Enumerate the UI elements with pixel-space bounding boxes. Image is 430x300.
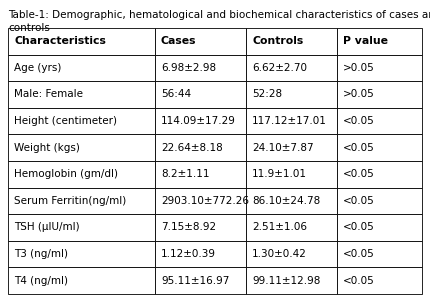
Text: Controls: Controls — [252, 36, 303, 46]
Text: Male: Female: Male: Female — [14, 89, 83, 100]
Text: <0.05: <0.05 — [343, 276, 375, 286]
Text: Age (yrs): Age (yrs) — [14, 63, 61, 73]
Bar — [337, 28, 422, 55]
Bar — [8, 108, 155, 134]
Text: 6.98±2.98: 6.98±2.98 — [161, 63, 216, 73]
Bar — [155, 161, 246, 188]
Text: 99.11±12.98: 99.11±12.98 — [252, 276, 320, 286]
Text: <0.05: <0.05 — [343, 249, 375, 259]
Bar — [8, 161, 155, 188]
Text: P value: P value — [343, 36, 388, 46]
Bar — [246, 55, 337, 81]
Text: <0.05: <0.05 — [343, 196, 375, 206]
Text: Serum Ferritin(ng/ml): Serum Ferritin(ng/ml) — [14, 196, 126, 206]
Text: >0.05: >0.05 — [343, 89, 375, 100]
Text: <0.05: <0.05 — [343, 116, 375, 126]
Text: 114.09±17.29: 114.09±17.29 — [161, 116, 236, 126]
Text: >0.05: >0.05 — [343, 63, 375, 73]
Bar — [155, 188, 246, 214]
Bar — [337, 55, 422, 81]
Bar — [337, 241, 422, 267]
Text: <0.05: <0.05 — [343, 223, 375, 232]
Text: 56:44: 56:44 — [161, 89, 191, 100]
Bar — [155, 108, 246, 134]
Bar — [155, 28, 246, 55]
Text: 11.9±1.01: 11.9±1.01 — [252, 169, 307, 179]
Text: Hemoglobin (gm/dl): Hemoglobin (gm/dl) — [14, 169, 118, 179]
Bar — [8, 188, 155, 214]
Text: Cases: Cases — [161, 36, 197, 46]
Bar — [337, 267, 422, 294]
Bar — [246, 267, 337, 294]
Text: 52:28: 52:28 — [252, 89, 282, 100]
Bar — [246, 214, 337, 241]
Text: 1.30±0.42: 1.30±0.42 — [252, 249, 307, 259]
Bar — [155, 267, 246, 294]
Text: Weight (kgs): Weight (kgs) — [14, 143, 80, 153]
Text: 95.11±16.97: 95.11±16.97 — [161, 276, 229, 286]
Bar — [337, 161, 422, 188]
Bar — [8, 267, 155, 294]
Text: 1.12±0.39: 1.12±0.39 — [161, 249, 216, 259]
Text: T3 (ng/ml): T3 (ng/ml) — [14, 249, 68, 259]
Bar — [337, 134, 422, 161]
Text: TSH (μIU/ml): TSH (μIU/ml) — [14, 223, 80, 232]
Text: Characteristics: Characteristics — [14, 36, 106, 46]
Bar — [337, 188, 422, 214]
Bar — [155, 134, 246, 161]
Text: 86.10±24.78: 86.10±24.78 — [252, 196, 320, 206]
Bar — [8, 55, 155, 81]
Bar — [246, 241, 337, 267]
Text: T4 (ng/ml): T4 (ng/ml) — [14, 276, 68, 286]
Text: controls: controls — [8, 23, 50, 33]
Bar — [8, 241, 155, 267]
Text: 7.15±8.92: 7.15±8.92 — [161, 223, 216, 232]
Bar — [246, 28, 337, 55]
Bar — [246, 161, 337, 188]
Text: 2903.10±772.26: 2903.10±772.26 — [161, 196, 249, 206]
Bar — [155, 81, 246, 108]
Bar — [8, 214, 155, 241]
Text: 24.10±7.87: 24.10±7.87 — [252, 143, 313, 153]
Text: 6.62±2.70: 6.62±2.70 — [252, 63, 307, 73]
Text: Height (centimeter): Height (centimeter) — [14, 116, 117, 126]
Text: 117.12±17.01: 117.12±17.01 — [252, 116, 327, 126]
Bar — [8, 28, 155, 55]
Bar — [155, 214, 246, 241]
Bar — [246, 81, 337, 108]
Bar — [337, 108, 422, 134]
Bar — [8, 134, 155, 161]
Bar — [246, 134, 337, 161]
Bar — [155, 241, 246, 267]
Text: 22.64±8.18: 22.64±8.18 — [161, 143, 223, 153]
Text: <0.05: <0.05 — [343, 169, 375, 179]
Bar — [337, 214, 422, 241]
Text: 2.51±1.06: 2.51±1.06 — [252, 223, 307, 232]
Bar — [155, 55, 246, 81]
Bar — [8, 81, 155, 108]
Bar — [246, 108, 337, 134]
Text: <0.05: <0.05 — [343, 143, 375, 153]
Bar — [337, 81, 422, 108]
Bar — [246, 188, 337, 214]
Text: Table-1: Demographic, hematological and biochemical characteristics of cases and: Table-1: Demographic, hematological and … — [8, 10, 430, 20]
Text: 8.2±1.11: 8.2±1.11 — [161, 169, 209, 179]
